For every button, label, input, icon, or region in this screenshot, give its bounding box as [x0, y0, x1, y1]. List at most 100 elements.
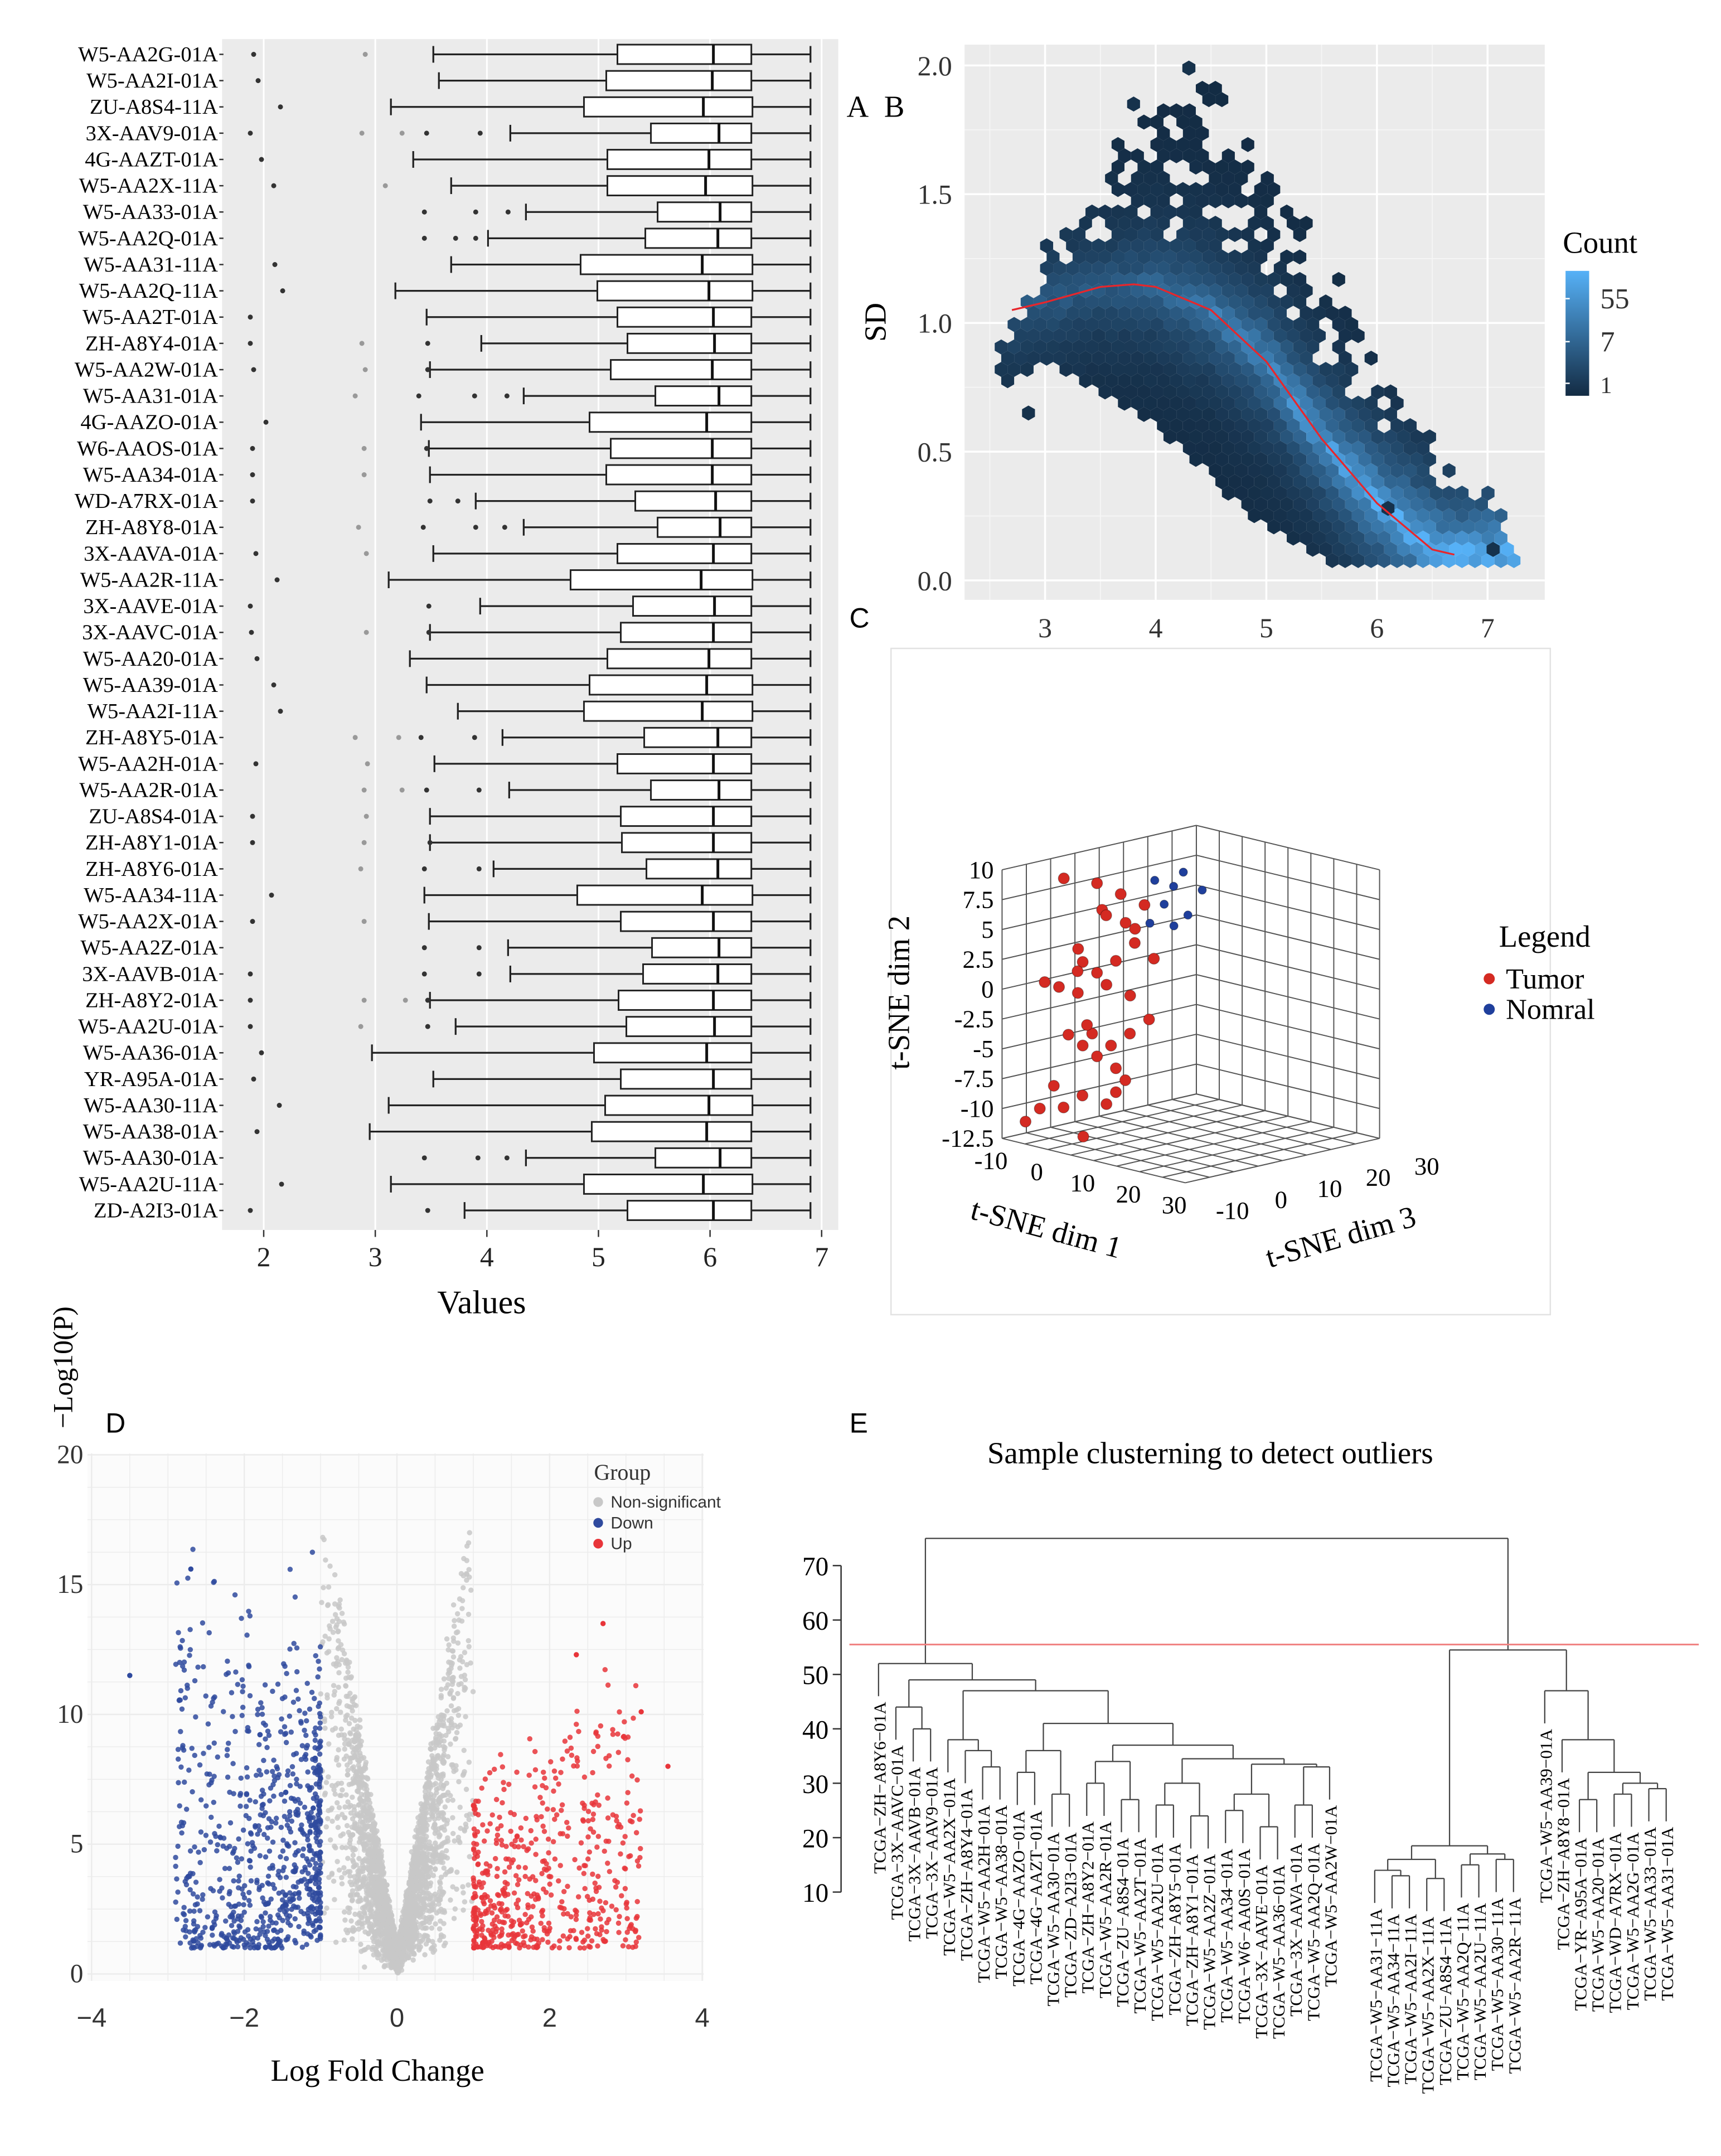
- point-non-significant: [346, 1721, 352, 1727]
- hex-cell: [1241, 294, 1254, 310]
- point-up: [574, 1708, 580, 1714]
- hex-cell: [1390, 395, 1404, 411]
- point-down: [260, 1895, 265, 1901]
- hex-cell: [1351, 395, 1365, 411]
- point-non-significant: [382, 1963, 387, 1969]
- hex-cell: [1261, 238, 1274, 254]
- point-down: [298, 1908, 304, 1915]
- point-non-significant: [345, 1712, 350, 1718]
- point-down: [313, 1822, 319, 1828]
- hex-cell: [1267, 182, 1281, 197]
- hex-cell: [1306, 384, 1320, 400]
- point-down: [244, 1632, 250, 1638]
- point-down: [257, 1732, 263, 1738]
- hex-cell: [1364, 463, 1378, 478]
- point-non-significant: [342, 1871, 347, 1876]
- point-non-significant: [356, 1762, 361, 1768]
- outlier-point: [426, 603, 432, 609]
- point-down: [202, 1925, 208, 1930]
- y-axis-label: SD: [858, 303, 892, 342]
- hex-cell: [1079, 350, 1092, 366]
- grid-line: [1002, 1137, 1186, 1184]
- point-down: [259, 1705, 265, 1711]
- point-non-significant: [346, 1910, 352, 1916]
- point-non-significant: [380, 1892, 386, 1897]
- sample-label: W5-AA36-01A: [83, 1041, 218, 1065]
- point-down: [174, 1580, 180, 1586]
- point-down: [232, 1845, 237, 1852]
- point-down: [294, 1645, 300, 1651]
- hex-cell: [1221, 306, 1235, 321]
- point-down: [313, 1725, 318, 1731]
- hex-cell: [1098, 294, 1112, 310]
- hex-cell: [1442, 485, 1456, 501]
- hex-cell: [1481, 553, 1495, 568]
- point-down: [316, 1924, 322, 1930]
- hex-cell: [1182, 125, 1196, 141]
- hex-cell: [1137, 249, 1151, 265]
- point-non-significant: [402, 1940, 408, 1946]
- point-non-significant: [440, 1782, 447, 1788]
- point-down: [284, 1670, 289, 1677]
- point-down: [238, 1917, 244, 1924]
- point-down: [229, 1913, 235, 1919]
- hex-cell: [1345, 497, 1359, 512]
- point-non-significant: [372, 1864, 378, 1870]
- point-down: [260, 1924, 266, 1930]
- hex-cell: [1287, 508, 1300, 524]
- hex-cell: [1072, 294, 1086, 310]
- box: [596, 280, 754, 302]
- point-non-significant: [357, 1910, 362, 1916]
- hex-cell: [1189, 362, 1203, 377]
- hex-cell: [1189, 384, 1203, 400]
- point-non-significant: [440, 1859, 445, 1866]
- y-tick-label: -12.5: [942, 1125, 993, 1152]
- box: [651, 937, 753, 958]
- point-down: [231, 1918, 237, 1924]
- hex-cell: [1300, 328, 1313, 343]
- tumor-point: [1077, 956, 1089, 968]
- hex-cell: [1098, 339, 1112, 355]
- hex-cell: [1351, 440, 1365, 456]
- hex-cell: [1170, 373, 1183, 389]
- hex-cell: [1261, 328, 1274, 343]
- point-non-significant: [425, 1890, 432, 1896]
- point-non-significant: [450, 1884, 455, 1889]
- hex-cell: [1014, 350, 1027, 366]
- point-up: [487, 1770, 493, 1776]
- hex-cell: [1280, 519, 1293, 535]
- sample-label: W5-AA2X-11A: [79, 175, 218, 198]
- hex-cell: [1371, 541, 1384, 557]
- box: [650, 122, 753, 144]
- point-down: [291, 1752, 297, 1757]
- hex-cell: [1137, 384, 1151, 400]
- hex-cell: [1124, 249, 1138, 265]
- x-tick-label: 20: [1116, 1180, 1141, 1208]
- point-down: [217, 1877, 222, 1882]
- point-non-significant: [355, 1892, 360, 1897]
- point-down: [211, 1578, 217, 1585]
- point-down: [187, 1873, 192, 1879]
- point-non-significant: [357, 1829, 363, 1835]
- hex-cell: [1046, 317, 1060, 332]
- normal-point: [1160, 899, 1169, 909]
- point-down: [197, 1908, 203, 1913]
- point-non-significant: [372, 1858, 377, 1864]
- outlier-point: [362, 52, 368, 57]
- hex-cell: [1228, 227, 1242, 243]
- point-non-significant: [417, 1857, 423, 1863]
- sample-label: W5-AA2H-01A: [78, 752, 218, 776]
- point-non-significant: [413, 1845, 419, 1851]
- box: [610, 438, 753, 459]
- point-down: [236, 1873, 242, 1879]
- point-down: [186, 1767, 192, 1773]
- hex-cell: [1072, 317, 1086, 332]
- hex-cell: [1267, 429, 1281, 445]
- point-down: [295, 1696, 301, 1702]
- point-non-significant: [355, 1789, 361, 1795]
- point-non-significant: [335, 1814, 341, 1820]
- outlier-point: [249, 629, 254, 635]
- point-down: [268, 1917, 273, 1923]
- hex-cell: [1293, 339, 1307, 355]
- hex-cell: [1066, 306, 1079, 321]
